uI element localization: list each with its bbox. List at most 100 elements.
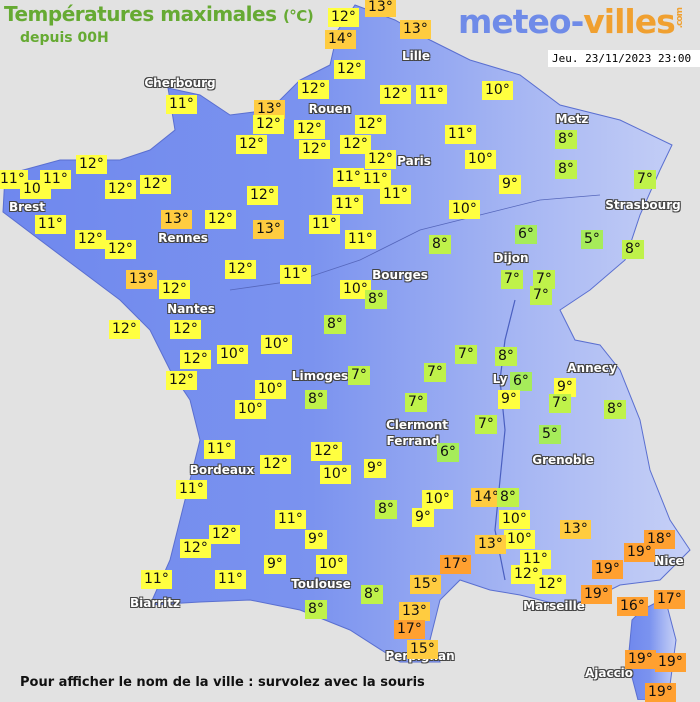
temperature-badge[interactable]: 12° bbox=[109, 320, 140, 339]
temperature-badge[interactable]: 10° bbox=[316, 555, 347, 574]
temperature-badge[interactable]: 11° bbox=[332, 195, 363, 214]
temperature-badge[interactable]: 11° bbox=[445, 125, 476, 144]
temperature-badge[interactable]: 9° bbox=[264, 555, 286, 574]
temperature-badge[interactable]: 10° bbox=[255, 380, 286, 399]
temperature-badge[interactable]: 13° bbox=[161, 210, 192, 229]
temperature-badge[interactable]: 8° bbox=[375, 500, 397, 519]
temperature-badge[interactable]: 11° bbox=[275, 510, 306, 529]
temperature-badge[interactable]: 13° bbox=[399, 602, 430, 621]
temperature-badge[interactable]: 9° bbox=[364, 459, 386, 478]
temperature-badge[interactable]: 10° bbox=[504, 530, 535, 549]
temperature-badge[interactable]: 11° bbox=[380, 185, 411, 204]
temperature-badge[interactable]: 8° bbox=[497, 488, 519, 507]
temperature-badge[interactable]: 7° bbox=[634, 170, 656, 189]
temperature-badge[interactable]: 15° bbox=[407, 640, 438, 659]
temperature-badge[interactable]: 11° bbox=[416, 85, 447, 104]
temperature-badge[interactable]: 7° bbox=[501, 270, 523, 289]
temperature-badge[interactable]: 8° bbox=[555, 160, 577, 179]
temperature-badge[interactable]: 12° bbox=[299, 140, 330, 159]
temperature-badge[interactable]: 13° bbox=[400, 20, 431, 39]
temperature-badge[interactable]: 11° bbox=[176, 480, 207, 499]
temperature-badge[interactable]: 12° bbox=[76, 155, 107, 174]
temperature-badge[interactable]: 12° bbox=[209, 525, 240, 544]
temperature-badge[interactable]: 12° bbox=[140, 175, 171, 194]
temperature-badge[interactable]: 8° bbox=[305, 390, 327, 409]
temperature-badge[interactable]: 12° bbox=[253, 115, 284, 134]
temperature-badge[interactable]: 12° bbox=[328, 8, 359, 27]
temperature-badge[interactable]: 9° bbox=[412, 508, 434, 527]
temperature-badge[interactable]: 13° bbox=[365, 0, 396, 17]
temperature-badge[interactable]: 9° bbox=[305, 530, 327, 549]
temperature-badge[interactable]: 7° bbox=[405, 393, 427, 412]
temperature-badge[interactable]: 11° bbox=[40, 170, 71, 189]
temperature-badge[interactable]: 7° bbox=[549, 394, 571, 413]
temperature-badge[interactable]: 10° bbox=[235, 400, 266, 419]
temperature-badge[interactable]: 8° bbox=[604, 400, 626, 419]
temperature-badge[interactable]: 7° bbox=[348, 366, 370, 385]
temperature-badge[interactable]: 10° bbox=[340, 280, 371, 299]
temperature-badge[interactable]: 7° bbox=[424, 363, 446, 382]
temperature-badge[interactable]: 6° bbox=[515, 225, 537, 244]
temperature-badge[interactable]: 8° bbox=[495, 347, 517, 366]
temperature-badge[interactable]: 11° bbox=[360, 170, 391, 189]
temperature-badge[interactable]: 12° bbox=[105, 240, 136, 259]
temperature-badge[interactable]: 7° bbox=[455, 345, 477, 364]
temperature-badge[interactable]: 15° bbox=[410, 575, 441, 594]
temperature-badge[interactable]: 17° bbox=[654, 590, 685, 609]
temperature-badge[interactable]: 11° bbox=[345, 230, 376, 249]
temperature-badge[interactable]: 12° bbox=[159, 280, 190, 299]
temperature-badge[interactable]: 6° bbox=[510, 372, 532, 391]
temperature-badge[interactable]: 12° bbox=[355, 115, 386, 134]
temperature-badge[interactable]: 12° bbox=[298, 80, 329, 99]
temperature-badge[interactable]: 19° bbox=[624, 543, 655, 562]
temperature-badge[interactable]: 12° bbox=[170, 320, 201, 339]
temperature-badge[interactable]: 11° bbox=[520, 550, 551, 569]
temperature-badge[interactable]: 12° bbox=[166, 371, 197, 390]
temperature-badge[interactable]: 9° bbox=[499, 175, 521, 194]
temperature-badge[interactable]: 10° bbox=[449, 200, 480, 219]
temperature-badge[interactable]: 7° bbox=[475, 415, 497, 434]
temperature-badge[interactable]: 11° bbox=[215, 570, 246, 589]
temperature-badge[interactable]: 10° bbox=[422, 490, 453, 509]
temperature-badge[interactable]: 19° bbox=[645, 683, 676, 702]
temperature-badge[interactable]: 12° bbox=[535, 575, 566, 594]
temperature-badge[interactable]: 13° bbox=[253, 220, 284, 239]
temperature-badge[interactable]: 14° bbox=[471, 488, 502, 507]
temperature-badge[interactable]: 12° bbox=[311, 442, 342, 461]
temperature-badge[interactable]: 10° bbox=[482, 81, 513, 100]
temperature-badge[interactable]: 11° bbox=[333, 168, 364, 187]
temperature-badge[interactable]: 10° bbox=[261, 335, 292, 354]
temperature-badge[interactable]: 12° bbox=[75, 230, 106, 249]
temperature-badge[interactable]: 5° bbox=[581, 230, 603, 249]
temperature-badge[interactable]: 6° bbox=[437, 443, 459, 462]
temperature-badge[interactable]: 13° bbox=[560, 520, 591, 539]
temperature-badge[interactable]: 12° bbox=[247, 186, 278, 205]
temperature-badge[interactable]: 12° bbox=[180, 350, 211, 369]
temperature-badge[interactable]: 11° bbox=[141, 570, 172, 589]
temperature-badge[interactable]: 19° bbox=[655, 653, 686, 672]
temperature-badge[interactable]: 11° bbox=[166, 95, 197, 114]
temperature-badge[interactable]: 11° bbox=[204, 440, 235, 459]
temperature-badge[interactable]: 8° bbox=[622, 240, 644, 259]
temperature-badge[interactable]: 12° bbox=[380, 85, 411, 104]
temperature-badge[interactable]: 9° bbox=[554, 378, 576, 397]
temperature-badge[interactable]: 17° bbox=[440, 555, 471, 574]
temperature-badge[interactable]: 10° bbox=[320, 465, 351, 484]
temperature-badge[interactable]: 12° bbox=[365, 150, 396, 169]
temperature-badge[interactable]: 10° bbox=[499, 510, 530, 529]
temperature-badge[interactable]: 19° bbox=[581, 585, 612, 604]
temperature-badge[interactable]: 13° bbox=[126, 270, 157, 289]
temperature-badge[interactable]: 5° bbox=[539, 425, 561, 444]
temperature-badge[interactable]: 12° bbox=[294, 120, 325, 139]
temperature-badge[interactable]: 19° bbox=[592, 560, 623, 579]
temperature-badge[interactable]: 12° bbox=[225, 260, 256, 279]
temperature-badge[interactable]: 12° bbox=[260, 455, 291, 474]
temperature-badge[interactable]: 8° bbox=[305, 600, 327, 619]
temperature-badge[interactable]: 8° bbox=[365, 290, 387, 309]
temperature-badge[interactable]: 8° bbox=[555, 130, 577, 149]
temperature-badge[interactable]: 12° bbox=[180, 539, 211, 558]
temperature-badge[interactable]: 19° bbox=[625, 650, 656, 669]
temperature-badge[interactable]: 9° bbox=[498, 390, 520, 409]
temperature-badge[interactable]: 12° bbox=[340, 135, 371, 154]
temperature-badge[interactable]: 13° bbox=[475, 535, 506, 554]
